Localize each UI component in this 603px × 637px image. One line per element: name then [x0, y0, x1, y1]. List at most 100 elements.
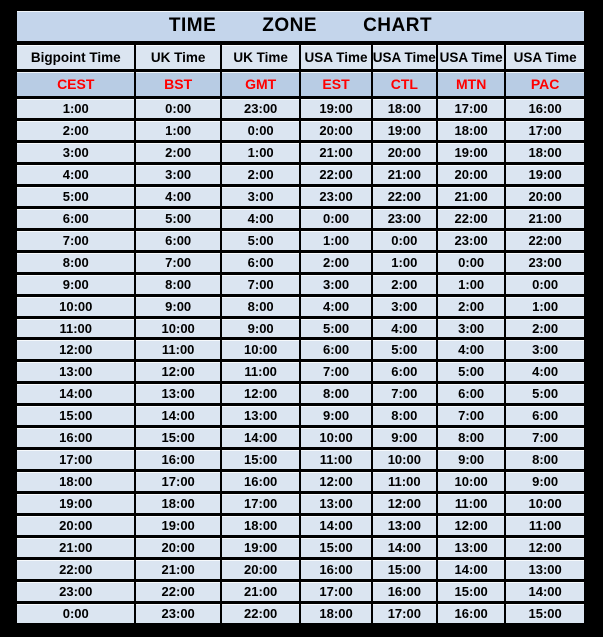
time-cell: 20:00: [299, 117, 373, 143]
time-cell: 10:00: [436, 469, 507, 495]
time-cell: 5:00: [370, 337, 439, 363]
time-cell: 8:00: [370, 403, 439, 429]
table-row: 23:00 22:00 21:00 17:00 16:00 15:00 14:00: [14, 578, 586, 604]
time-cell: 23:00: [504, 249, 586, 275]
time-cell: 7:00: [436, 403, 507, 429]
table-body: 1:00 0:00 23:00 19:00 18:00 17:00 16:00 2:00 1:0…: [14, 96, 586, 627]
time-cell: 11:00: [219, 359, 302, 385]
time-cell: 3:00: [219, 183, 302, 209]
time-cell: 3:00: [504, 337, 586, 363]
time-cell: 6:00: [436, 381, 507, 407]
time-cell: 22:00: [14, 557, 137, 582]
time-cell: 6:00: [370, 359, 439, 385]
time-cell: 0:00: [370, 227, 439, 253]
time-cell: 19:00: [436, 139, 507, 165]
time-cell: 20:00: [134, 535, 222, 561]
time-cell: 0:00: [299, 205, 373, 231]
time-cell: 0:00: [14, 600, 137, 627]
time-cell: 8:00: [299, 381, 373, 407]
time-cell: 10:00: [504, 491, 586, 517]
table-row: 5:00 4:00 3:00 23:00 22:00 21:00 20:00: [14, 183, 586, 209]
time-cell: 6:00: [14, 205, 137, 231]
time-cell: 5:00: [134, 205, 222, 231]
table-row: 21:00 20:00 19:00 15:00 14:00 13:00 12:00: [14, 535, 586, 561]
time-cell: 15:00: [504, 600, 586, 627]
time-cell: 19:00: [134, 513, 222, 539]
time-cell: 14:00: [14, 381, 137, 407]
title-word: ZONE: [262, 15, 318, 36]
time-cell: 11:00: [436, 491, 507, 517]
table-row: 19:00 18:00 17:00 13:00 12:00 11:00 10:00: [14, 491, 586, 517]
title-row: TIME ZONE CHART: [15, 8, 586, 45]
time-cell: 18:00: [219, 513, 302, 539]
time-cell: 3:00: [14, 139, 137, 165]
time-cell: 16:00: [370, 578, 439, 604]
time-cell: 5:00: [299, 315, 373, 341]
time-cell: 18:00: [504, 139, 586, 165]
time-cell: 2:00: [299, 249, 373, 275]
time-cell: 3:00: [436, 315, 507, 341]
time-cell: 11:00: [370, 469, 439, 495]
time-cell: 2:00: [504, 315, 586, 341]
time-cell: 16:00: [504, 96, 586, 121]
time-cell: 13:00: [504, 557, 586, 582]
time-cell: 8:00: [504, 447, 586, 473]
title-word: TIME: [168, 15, 217, 36]
page-title: TIME ZONE CHART: [15, 8, 586, 45]
time-cell: 4:00: [436, 337, 507, 363]
time-cell: 8:00: [134, 271, 222, 297]
time-cell: 9:00: [219, 315, 302, 341]
time-cell: 0:00: [134, 96, 222, 121]
time-cell: 15:00: [299, 535, 373, 561]
column-header: USA Time: [299, 41, 373, 72]
time-cell: 3:00: [299, 271, 373, 297]
time-cell: 21:00: [134, 557, 222, 582]
zone-code: PAC: [504, 69, 586, 99]
table-row: 0:00 23:00 22:00 18:00 17:00 16:00 15:00: [14, 600, 586, 627]
time-cell: 22:00: [370, 183, 439, 209]
time-cell: 7:00: [504, 425, 586, 451]
time-cell: 22:00: [436, 205, 507, 231]
time-cell: 6:00: [504, 403, 586, 429]
time-cell: 6:00: [299, 337, 373, 363]
time-cell: 18:00: [436, 117, 507, 143]
time-cell: 2:00: [370, 271, 439, 297]
time-cell: 17:00: [299, 578, 373, 604]
time-cell: 14:00: [299, 513, 373, 539]
time-cell: 21:00: [219, 578, 302, 604]
time-cell: 10:00: [14, 293, 137, 319]
time-cell: 1:00: [370, 249, 439, 275]
time-cell: 8:00: [219, 293, 302, 319]
time-cell: 21:00: [504, 205, 586, 231]
time-cell: 14:00: [370, 535, 439, 561]
table-row: 17:00 16:00 15:00 11:00 10:00 9:00 8:00: [14, 447, 586, 473]
time-cell: 22:00: [134, 578, 222, 604]
time-cell: 13:00: [370, 513, 439, 539]
table-row: 15:00 14:00 13:00 9:00 8:00 7:00 6:00: [14, 403, 586, 429]
time-cell: 5:00: [14, 183, 137, 209]
time-cell: 1:00: [219, 139, 302, 165]
time-cell: 12:00: [504, 535, 586, 561]
time-cell: 5:00: [436, 359, 507, 385]
time-cell: 0:00: [219, 117, 302, 143]
time-cell: 9:00: [134, 293, 222, 319]
time-cell: 12:00: [370, 491, 439, 517]
column-header: USA Time: [504, 41, 586, 72]
time-cell: 7:00: [14, 227, 137, 253]
time-cell: 15:00: [436, 578, 507, 604]
table-row: 4:00 3:00 2:00 22:00 21:00 20:00 19:00: [14, 161, 586, 187]
column-header-row: Bigpoint Time UK Time UK Time USA Time USA T…: [14, 41, 586, 72]
time-cell: 17:00: [436, 96, 507, 121]
time-cell: 16:00: [219, 469, 302, 495]
time-cell: 15:00: [14, 403, 137, 429]
time-cell: 15:00: [370, 557, 439, 582]
time-cell: 7:00: [299, 359, 373, 385]
time-cell: 17:00: [370, 600, 439, 627]
time-cell: 1:00: [14, 96, 137, 121]
time-cell: 14:00: [134, 403, 222, 429]
column-header: UK Time: [134, 41, 222, 72]
time-cell: 21:00: [436, 183, 507, 209]
time-cell: 14:00: [504, 578, 586, 604]
time-cell: 0:00: [504, 271, 586, 297]
table-row: 10:00 9:00 8:00 4:00 3:00 2:00 1:00: [14, 293, 586, 319]
